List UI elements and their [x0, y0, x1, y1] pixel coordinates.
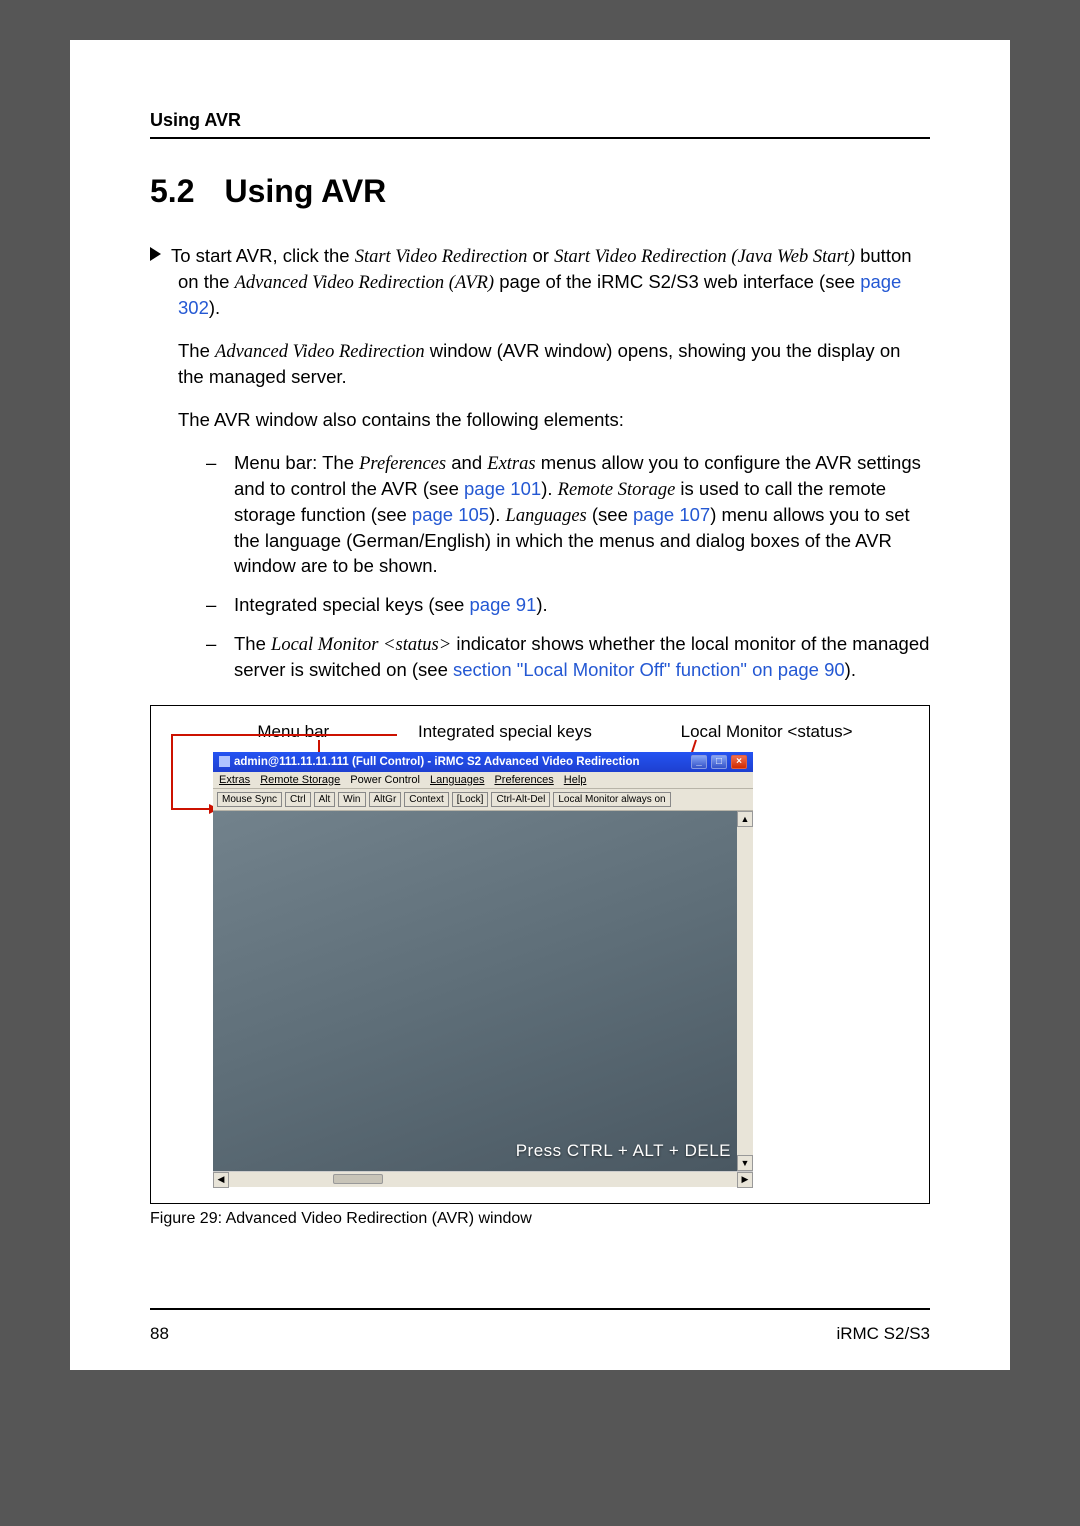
press-cad-text: Press CTRL + ALT + DELE: [516, 1141, 731, 1161]
btn-mouse-sync[interactable]: Mouse Sync: [217, 792, 282, 807]
menu-languages[interactable]: Languages: [430, 774, 484, 786]
menu-power-control[interactable]: Power Control: [350, 774, 420, 786]
btn-context[interactable]: Context: [404, 792, 448, 807]
text-italic: Start Video Redirection (Java Web Start): [554, 247, 855, 267]
annot-special-keys: Integrated special keys: [418, 722, 592, 742]
avr-outer: admin@111.11.11.111 (Full Control) - iRM…: [213, 752, 917, 1187]
text: The: [178, 340, 215, 361]
window-title: admin@111.11.11.111 (Full Control) - iRM…: [234, 756, 640, 768]
page-link[interactable]: page 101: [464, 478, 541, 499]
text: ).: [489, 504, 505, 525]
horizontal-scrollbar[interactable]: ◀ ▶: [213, 1171, 753, 1187]
btn-ctrl-alt-del[interactable]: Ctrl-Alt-Del: [491, 792, 550, 807]
text: (see: [587, 504, 633, 525]
scroll-up-icon[interactable]: ▲: [737, 811, 753, 827]
list-item-menubar: Menu bar: The Preferences and Extras men…: [206, 451, 930, 579]
text-italic: Local Monitor <status>: [271, 635, 451, 655]
scroll-left-icon[interactable]: ◀: [213, 1172, 229, 1188]
callout-line-specialkeys-h2: [171, 808, 211, 810]
minimize-icon[interactable]: _: [691, 755, 707, 769]
page-link[interactable]: section "Local Monitor Off" function" on…: [453, 659, 845, 680]
remote-display[interactable]: ▲ ▼ Press CTRL + ALT + DELE: [213, 811, 753, 1171]
text: Integrated special keys (see: [234, 594, 470, 615]
close-icon[interactable]: ×: [731, 755, 747, 769]
page-footer: 88 iRMC S2/S3: [150, 1324, 930, 1344]
btn-altgr[interactable]: AltGr: [369, 792, 402, 807]
page-link[interactable]: page 107: [633, 504, 710, 525]
page: Using AVR 5.2 Using AVR To start AVR, cli…: [70, 40, 1010, 1370]
btn-lock[interactable]: [Lock]: [452, 792, 489, 807]
annotation-row: Menu bar Integrated special keys Local M…: [213, 722, 897, 742]
text: The: [234, 633, 271, 654]
step-start-avr: To start AVR, click the Start Video Redi…: [150, 244, 930, 321]
text-italic: Languages: [506, 506, 587, 526]
btn-win[interactable]: Win: [338, 792, 365, 807]
btn-ctrl[interactable]: Ctrl: [285, 792, 311, 807]
figure-caption: Figure 29: Advanced Video Redirection (A…: [150, 1210, 930, 1228]
annot-menu-bar: Menu bar: [257, 722, 329, 742]
text: To start AVR, click the: [171, 245, 355, 266]
menu-help[interactable]: Help: [564, 774, 587, 786]
menu-extras[interactable]: Extras: [219, 774, 250, 786]
text: Menu bar: The: [234, 452, 359, 473]
dash-list: Menu bar: The Preferences and Extras men…: [206, 451, 930, 683]
step-bullet-icon: [150, 247, 161, 261]
scroll-down-icon[interactable]: ▼: [737, 1155, 753, 1171]
toolbar: Mouse Sync Ctrl Alt Win AltGr Context [L…: [213, 789, 753, 811]
callout-line-specialkeys-v: [171, 734, 173, 808]
avr-window: admin@111.11.11.111 (Full Control) - iRM…: [213, 752, 753, 1187]
list-item-special-keys: Integrated special keys (see page 91).: [206, 593, 930, 618]
menubar: Extras Remote Storage Power Control Lang…: [213, 772, 753, 789]
btn-alt[interactable]: Alt: [314, 792, 336, 807]
paragraph-avr-window-opens: The Advanced Video Redirection window (A…: [178, 339, 930, 390]
running-head: Using AVR: [150, 110, 930, 131]
section-title-text: Using AVR: [224, 173, 386, 209]
text-italic: Advanced Video Redirection: [215, 342, 425, 362]
text: and: [446, 452, 487, 473]
menu-remote-storage[interactable]: Remote Storage: [260, 774, 340, 786]
page-link[interactable]: page 91: [470, 594, 537, 615]
text: ).: [536, 594, 547, 615]
text-italic: Extras: [487, 454, 535, 474]
page-link[interactable]: page 105: [412, 504, 489, 525]
list-item-local-monitor: The Local Monitor <status> indicator sho…: [206, 632, 930, 683]
text-italic: Preferences: [359, 454, 446, 474]
header-rule: [150, 137, 930, 139]
text: ).: [541, 478, 557, 499]
paragraph-elements-intro: The AVR window also contains the followi…: [178, 408, 930, 433]
maximize-icon[interactable]: □: [711, 755, 727, 769]
text: or: [527, 245, 554, 266]
scroll-right-icon[interactable]: ▶: [737, 1172, 753, 1188]
section-number: 5.2: [150, 173, 194, 209]
titlebar[interactable]: admin@111.11.11.111 (Full Control) - iRM…: [213, 752, 753, 772]
text-italic: Advanced Video Redirection (AVR): [235, 273, 495, 293]
text: ).: [209, 297, 220, 318]
figure-box: Menu bar Integrated special keys Local M…: [150, 705, 930, 1204]
menu-preferences[interactable]: Preferences: [494, 774, 553, 786]
text-italic: Start Video Redirection: [355, 247, 528, 267]
annot-local-monitor: Local Monitor <status>: [681, 722, 853, 742]
text-italic: Remote Storage: [558, 480, 676, 500]
btn-local-monitor[interactable]: Local Monitor always on: [553, 792, 670, 807]
text: page of the iRMC S2/S3 web interface (se…: [494, 271, 860, 292]
scroll-thumb[interactable]: [333, 1174, 383, 1184]
doc-id: iRMC S2/S3: [836, 1324, 930, 1344]
footer-rule: [150, 1308, 930, 1310]
text: ).: [845, 659, 856, 680]
section-heading: 5.2 Using AVR: [150, 173, 930, 210]
app-icon: [219, 756, 230, 767]
page-number: 88: [150, 1324, 169, 1344]
